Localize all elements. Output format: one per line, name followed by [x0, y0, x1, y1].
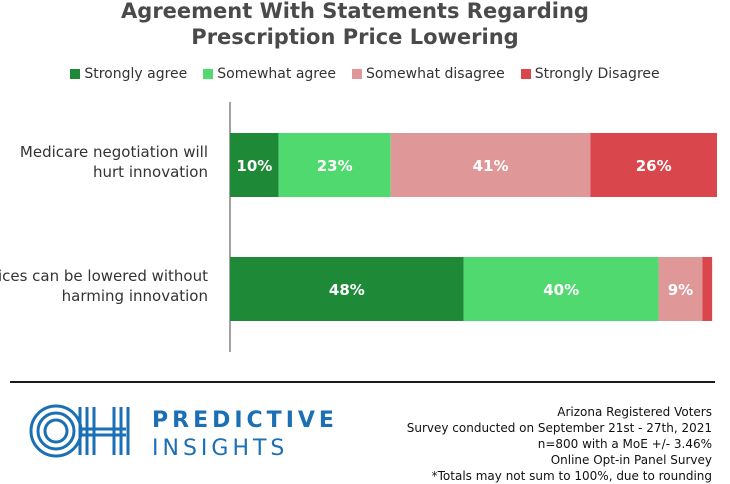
- chart-title-line-1: Agreement With Statements Regarding: [121, 0, 589, 23]
- note-line: Survey conducted on September 21st - 27t…: [406, 421, 712, 435]
- logo-wordmark: PREDICTIVE INSIGHTS: [152, 407, 338, 463]
- footer-divider: [10, 381, 715, 383]
- legend-swatch: [351, 69, 362, 79]
- bar-segment: [230, 257, 464, 321]
- legend-label: Somewhat disagree: [365, 66, 505, 82]
- legend-label: Somewhat agree: [217, 66, 336, 82]
- data-label: 10%: [236, 157, 272, 175]
- logo-line-predictive: PREDICTIVE: [152, 408, 338, 433]
- bar-segment: [702, 257, 713, 321]
- chart-title: Agreement With Statements Regarding Pres…: [0, 0, 710, 50]
- bar-segment: [658, 257, 703, 321]
- legend-item-strongly-agree: Strongly agree: [70, 66, 187, 82]
- note-line: n=800 with a MoE +/- 3.46%: [537, 437, 712, 451]
- category-label: hurt innovation: [93, 163, 208, 181]
- note-line: *Totals may not sum to 100%, due to roun…: [431, 469, 712, 483]
- legend-item-strongly-disagree: Strongly Disagree: [520, 66, 660, 82]
- logo-line-insights: INSIGHTS: [152, 436, 289, 461]
- legend-item-somewhat-disagree: Somewhat disagree: [351, 66, 505, 82]
- stacked-bar-chart: Medicare negotiation will hurt innovation…: [0, 102, 717, 352]
- legend-swatch: [70, 69, 81, 79]
- survey-notes: Arizona Registered Voters Survey conduct…: [407, 404, 712, 484]
- legend-swatch: [203, 69, 214, 79]
- legend-label: Strongly Disagree: [534, 66, 660, 82]
- legend-item-somewhat-agree: Somewhat agree: [203, 66, 336, 82]
- bar-segment: [590, 133, 717, 197]
- bar-segment: [230, 133, 279, 197]
- category-label: Prices can be lowered without: [0, 267, 208, 285]
- legend-label: Strongly agree: [84, 66, 188, 82]
- predictive-insights-logo-icon: [29, 404, 130, 458]
- note-line: Arizona Registered Voters: [557, 405, 712, 419]
- data-label: 26%: [636, 157, 672, 175]
- data-label: 40%: [543, 281, 579, 299]
- category-label: Medicare negotiation will: [20, 143, 208, 161]
- data-label: 41%: [473, 157, 509, 175]
- bar-segment: [463, 257, 659, 321]
- legend-swatch: [520, 69, 531, 79]
- chart-legend: Strongly agree Somewhat agree Somewhat d…: [0, 64, 730, 84]
- bar-segment: [278, 133, 391, 197]
- bar-segment: [390, 133, 591, 197]
- data-label: 9%: [668, 281, 693, 299]
- chart-title-line-2: Prescription Price Lowering: [191, 25, 519, 49]
- note-line: Online Opt-in Panel Survey: [550, 453, 712, 467]
- category-label: harming innovation: [62, 287, 208, 305]
- data-label: 23%: [317, 157, 353, 175]
- data-label: 48%: [329, 281, 365, 299]
